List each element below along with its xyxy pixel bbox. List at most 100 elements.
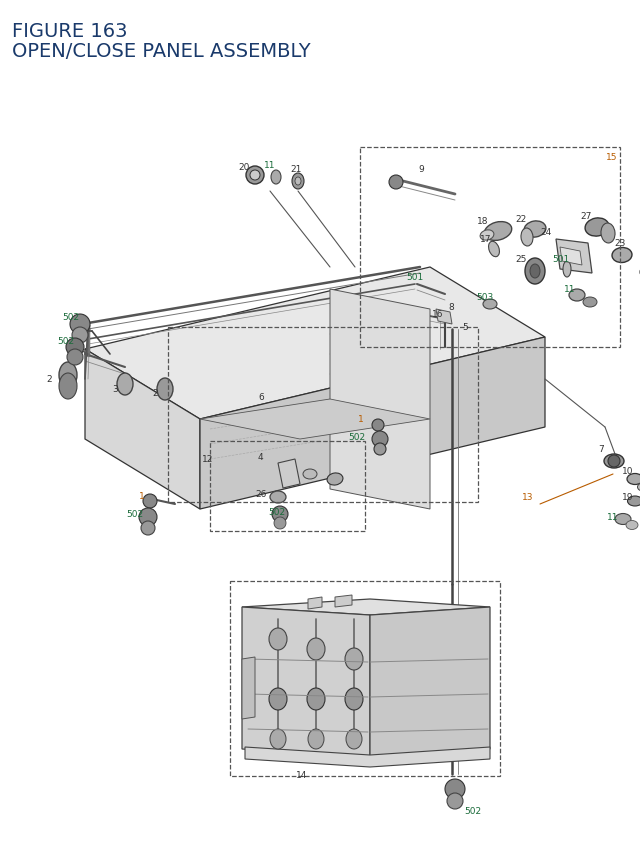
Ellipse shape: [270, 492, 286, 504]
Text: 2: 2: [152, 389, 157, 398]
Ellipse shape: [627, 474, 640, 485]
Text: 6: 6: [258, 393, 264, 402]
Text: 4: 4: [258, 453, 264, 462]
Ellipse shape: [269, 629, 287, 650]
Circle shape: [70, 314, 90, 335]
Polygon shape: [560, 248, 582, 266]
Text: 19: 19: [622, 493, 634, 502]
Ellipse shape: [117, 374, 133, 395]
Text: 14: 14: [296, 771, 307, 779]
Circle shape: [447, 793, 463, 809]
Ellipse shape: [307, 688, 325, 710]
Text: 1: 1: [358, 415, 364, 424]
Polygon shape: [436, 310, 452, 325]
Text: 502: 502: [348, 433, 365, 442]
Circle shape: [372, 431, 388, 448]
Ellipse shape: [488, 242, 499, 257]
Ellipse shape: [246, 167, 264, 185]
Ellipse shape: [269, 688, 287, 710]
Polygon shape: [242, 599, 490, 616]
Circle shape: [608, 455, 620, 468]
Polygon shape: [556, 239, 592, 274]
Ellipse shape: [480, 231, 494, 241]
Text: 3: 3: [112, 385, 118, 394]
Circle shape: [143, 494, 157, 508]
Ellipse shape: [612, 248, 632, 263]
Text: 502: 502: [62, 313, 79, 322]
Text: 18: 18: [477, 217, 488, 226]
Ellipse shape: [271, 170, 281, 185]
Text: 16: 16: [432, 310, 444, 319]
Text: 501: 501: [406, 273, 423, 282]
Text: 17: 17: [480, 235, 492, 245]
Ellipse shape: [270, 729, 286, 749]
Ellipse shape: [484, 222, 512, 241]
Ellipse shape: [345, 648, 363, 670]
Ellipse shape: [626, 521, 638, 530]
Polygon shape: [85, 350, 200, 510]
Ellipse shape: [308, 729, 324, 749]
Polygon shape: [335, 595, 352, 607]
Text: 24: 24: [540, 228, 551, 238]
Bar: [168, 328, 478, 503]
Ellipse shape: [521, 229, 533, 247]
Text: 502: 502: [57, 338, 74, 346]
Polygon shape: [242, 657, 255, 719]
Ellipse shape: [615, 514, 631, 525]
Circle shape: [374, 443, 386, 455]
Text: 21: 21: [290, 164, 301, 173]
Ellipse shape: [563, 262, 571, 278]
Text: 501: 501: [552, 255, 569, 264]
Circle shape: [272, 506, 288, 523]
Polygon shape: [370, 607, 490, 757]
Polygon shape: [200, 400, 430, 439]
Ellipse shape: [250, 170, 260, 181]
Ellipse shape: [292, 174, 304, 189]
Text: FIGURE 163: FIGURE 163: [12, 22, 127, 41]
Ellipse shape: [604, 455, 624, 468]
Ellipse shape: [525, 258, 545, 285]
Circle shape: [372, 419, 384, 431]
Text: 27: 27: [580, 213, 591, 221]
Text: 12: 12: [202, 455, 213, 464]
Text: 10: 10: [622, 467, 634, 476]
Ellipse shape: [303, 469, 317, 480]
Text: 20: 20: [238, 163, 250, 171]
Text: 5: 5: [462, 323, 468, 332]
Ellipse shape: [569, 289, 585, 301]
Text: 8: 8: [448, 303, 454, 313]
Text: 22: 22: [515, 215, 526, 224]
Ellipse shape: [307, 638, 325, 660]
Bar: [360, 148, 620, 348]
Text: OPEN/CLOSE PANEL ASSEMBLY: OPEN/CLOSE PANEL ASSEMBLY: [12, 42, 310, 61]
Ellipse shape: [601, 224, 615, 244]
Polygon shape: [330, 289, 430, 510]
Text: 7: 7: [598, 445, 604, 454]
Text: 503: 503: [476, 293, 493, 302]
Ellipse shape: [327, 474, 343, 486]
Ellipse shape: [524, 221, 546, 238]
Ellipse shape: [59, 362, 77, 388]
Text: 502: 502: [268, 508, 285, 517]
Ellipse shape: [345, 688, 363, 710]
Ellipse shape: [637, 483, 640, 492]
Text: 15: 15: [606, 153, 618, 163]
Circle shape: [274, 517, 286, 530]
Polygon shape: [200, 338, 545, 510]
Text: 26: 26: [255, 490, 266, 499]
Text: 502: 502: [464, 807, 481, 815]
Ellipse shape: [483, 300, 497, 310]
Polygon shape: [245, 747, 490, 767]
Ellipse shape: [295, 177, 301, 186]
Circle shape: [66, 338, 84, 356]
Text: 13: 13: [522, 493, 534, 502]
Text: 11: 11: [564, 285, 575, 294]
Circle shape: [141, 522, 155, 536]
Polygon shape: [308, 598, 322, 610]
Ellipse shape: [627, 497, 640, 506]
Text: 2: 2: [46, 375, 52, 384]
Bar: [230, 581, 500, 776]
Text: 23: 23: [614, 239, 625, 248]
Circle shape: [67, 350, 83, 366]
Text: 11: 11: [264, 161, 275, 170]
